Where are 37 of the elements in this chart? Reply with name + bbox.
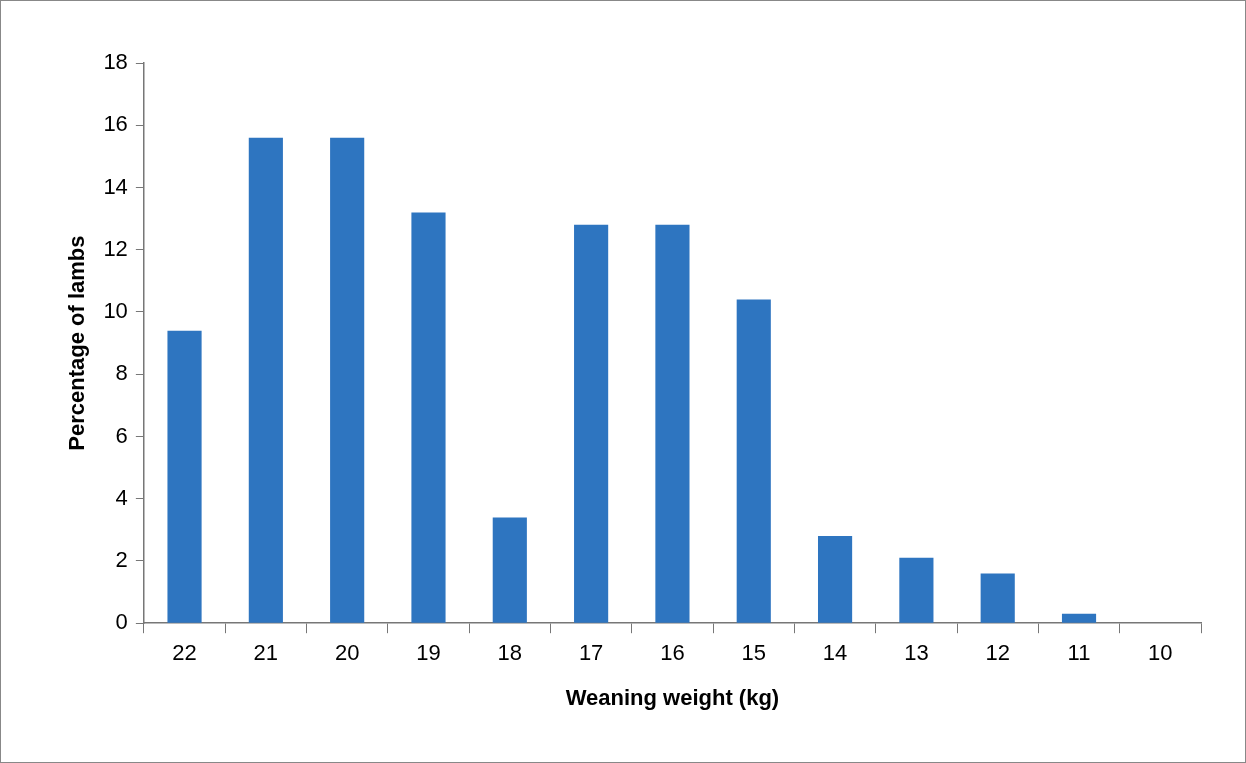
x-tick-label: 10 [1148, 640, 1173, 666]
bar [1061, 613, 1097, 623]
bar [899, 557, 934, 623]
bar [411, 212, 446, 623]
x-tick-label: 20 [334, 640, 360, 666]
y-tick-label: 2 [115, 547, 128, 573]
x-tick-label: 18 [497, 640, 523, 666]
x-tick-label: 21 [253, 640, 279, 666]
bar [980, 573, 1015, 623]
y-tick-label: 0 [115, 609, 128, 635]
x-tick-label: 22 [172, 640, 197, 666]
x-tick-label: 16 [660, 640, 685, 666]
y-axis-title: Percentage of lambs [64, 235, 90, 451]
bar [248, 137, 283, 623]
x-tick-label: 13 [904, 640, 929, 666]
bar [736, 299, 771, 623]
bar [330, 137, 365, 623]
bar [167, 330, 202, 623]
y-tick-label: 10 [103, 298, 128, 324]
y-tick-label: 12 [103, 235, 128, 261]
y-tick-label: 6 [115, 422, 128, 448]
x-tick-label: 11 [1067, 640, 1091, 666]
bar [492, 517, 527, 623]
y-tick-label: 18 [103, 49, 128, 75]
x-tick-label: 17 [578, 640, 604, 666]
y-tick-label: 14 [103, 173, 128, 199]
bar [655, 224, 690, 623]
x-tick-label: 14 [822, 640, 848, 666]
bar [574, 224, 609, 623]
x-tick-label: 19 [416, 640, 441, 666]
x-tick-label: 15 [741, 640, 766, 666]
x-axis-title: Weaning weight (kg) [565, 684, 780, 710]
x-tick-label: 12 [985, 640, 1010, 666]
y-tick-label: 8 [115, 360, 128, 386]
bar [817, 536, 853, 623]
y-tick-label: 16 [103, 111, 128, 137]
y-tick-label: 4 [115, 484, 128, 510]
